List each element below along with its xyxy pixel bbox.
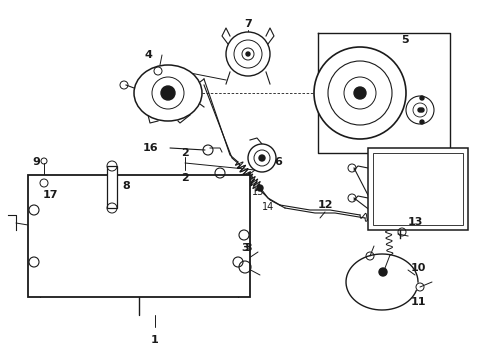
Circle shape (406, 96, 434, 124)
Circle shape (314, 47, 406, 139)
Circle shape (420, 120, 424, 124)
Text: 11: 11 (410, 297, 426, 307)
Text: 17: 17 (42, 190, 58, 200)
Circle shape (418, 108, 422, 112)
Bar (107, 166, 117, 208)
Text: 4: 4 (144, 50, 152, 60)
Text: 12: 12 (317, 200, 333, 210)
Circle shape (257, 185, 263, 191)
Circle shape (379, 268, 387, 276)
Text: 9: 9 (32, 157, 40, 167)
Circle shape (248, 144, 276, 172)
Text: 14: 14 (262, 202, 274, 212)
Text: 3: 3 (241, 243, 249, 253)
Ellipse shape (134, 65, 202, 121)
Circle shape (161, 86, 175, 100)
Text: 1: 1 (151, 335, 159, 345)
Text: 2: 2 (181, 173, 189, 183)
Circle shape (226, 32, 270, 76)
Text: 3: 3 (244, 243, 252, 253)
Text: 2: 2 (181, 148, 189, 158)
Circle shape (259, 155, 265, 161)
Bar (28, 175, 250, 297)
Bar (373, 153, 463, 225)
Text: 16: 16 (142, 143, 158, 153)
Circle shape (246, 52, 250, 56)
Text: 8: 8 (122, 181, 130, 191)
Text: 5: 5 (401, 35, 409, 45)
Circle shape (354, 87, 366, 99)
Text: 13: 13 (407, 217, 423, 227)
Text: 7: 7 (244, 19, 252, 29)
Bar (368, 148, 468, 230)
Circle shape (420, 96, 424, 100)
Circle shape (420, 108, 424, 112)
Text: 10: 10 (410, 263, 426, 273)
Text: 6: 6 (274, 157, 282, 167)
Text: 15: 15 (252, 187, 264, 197)
